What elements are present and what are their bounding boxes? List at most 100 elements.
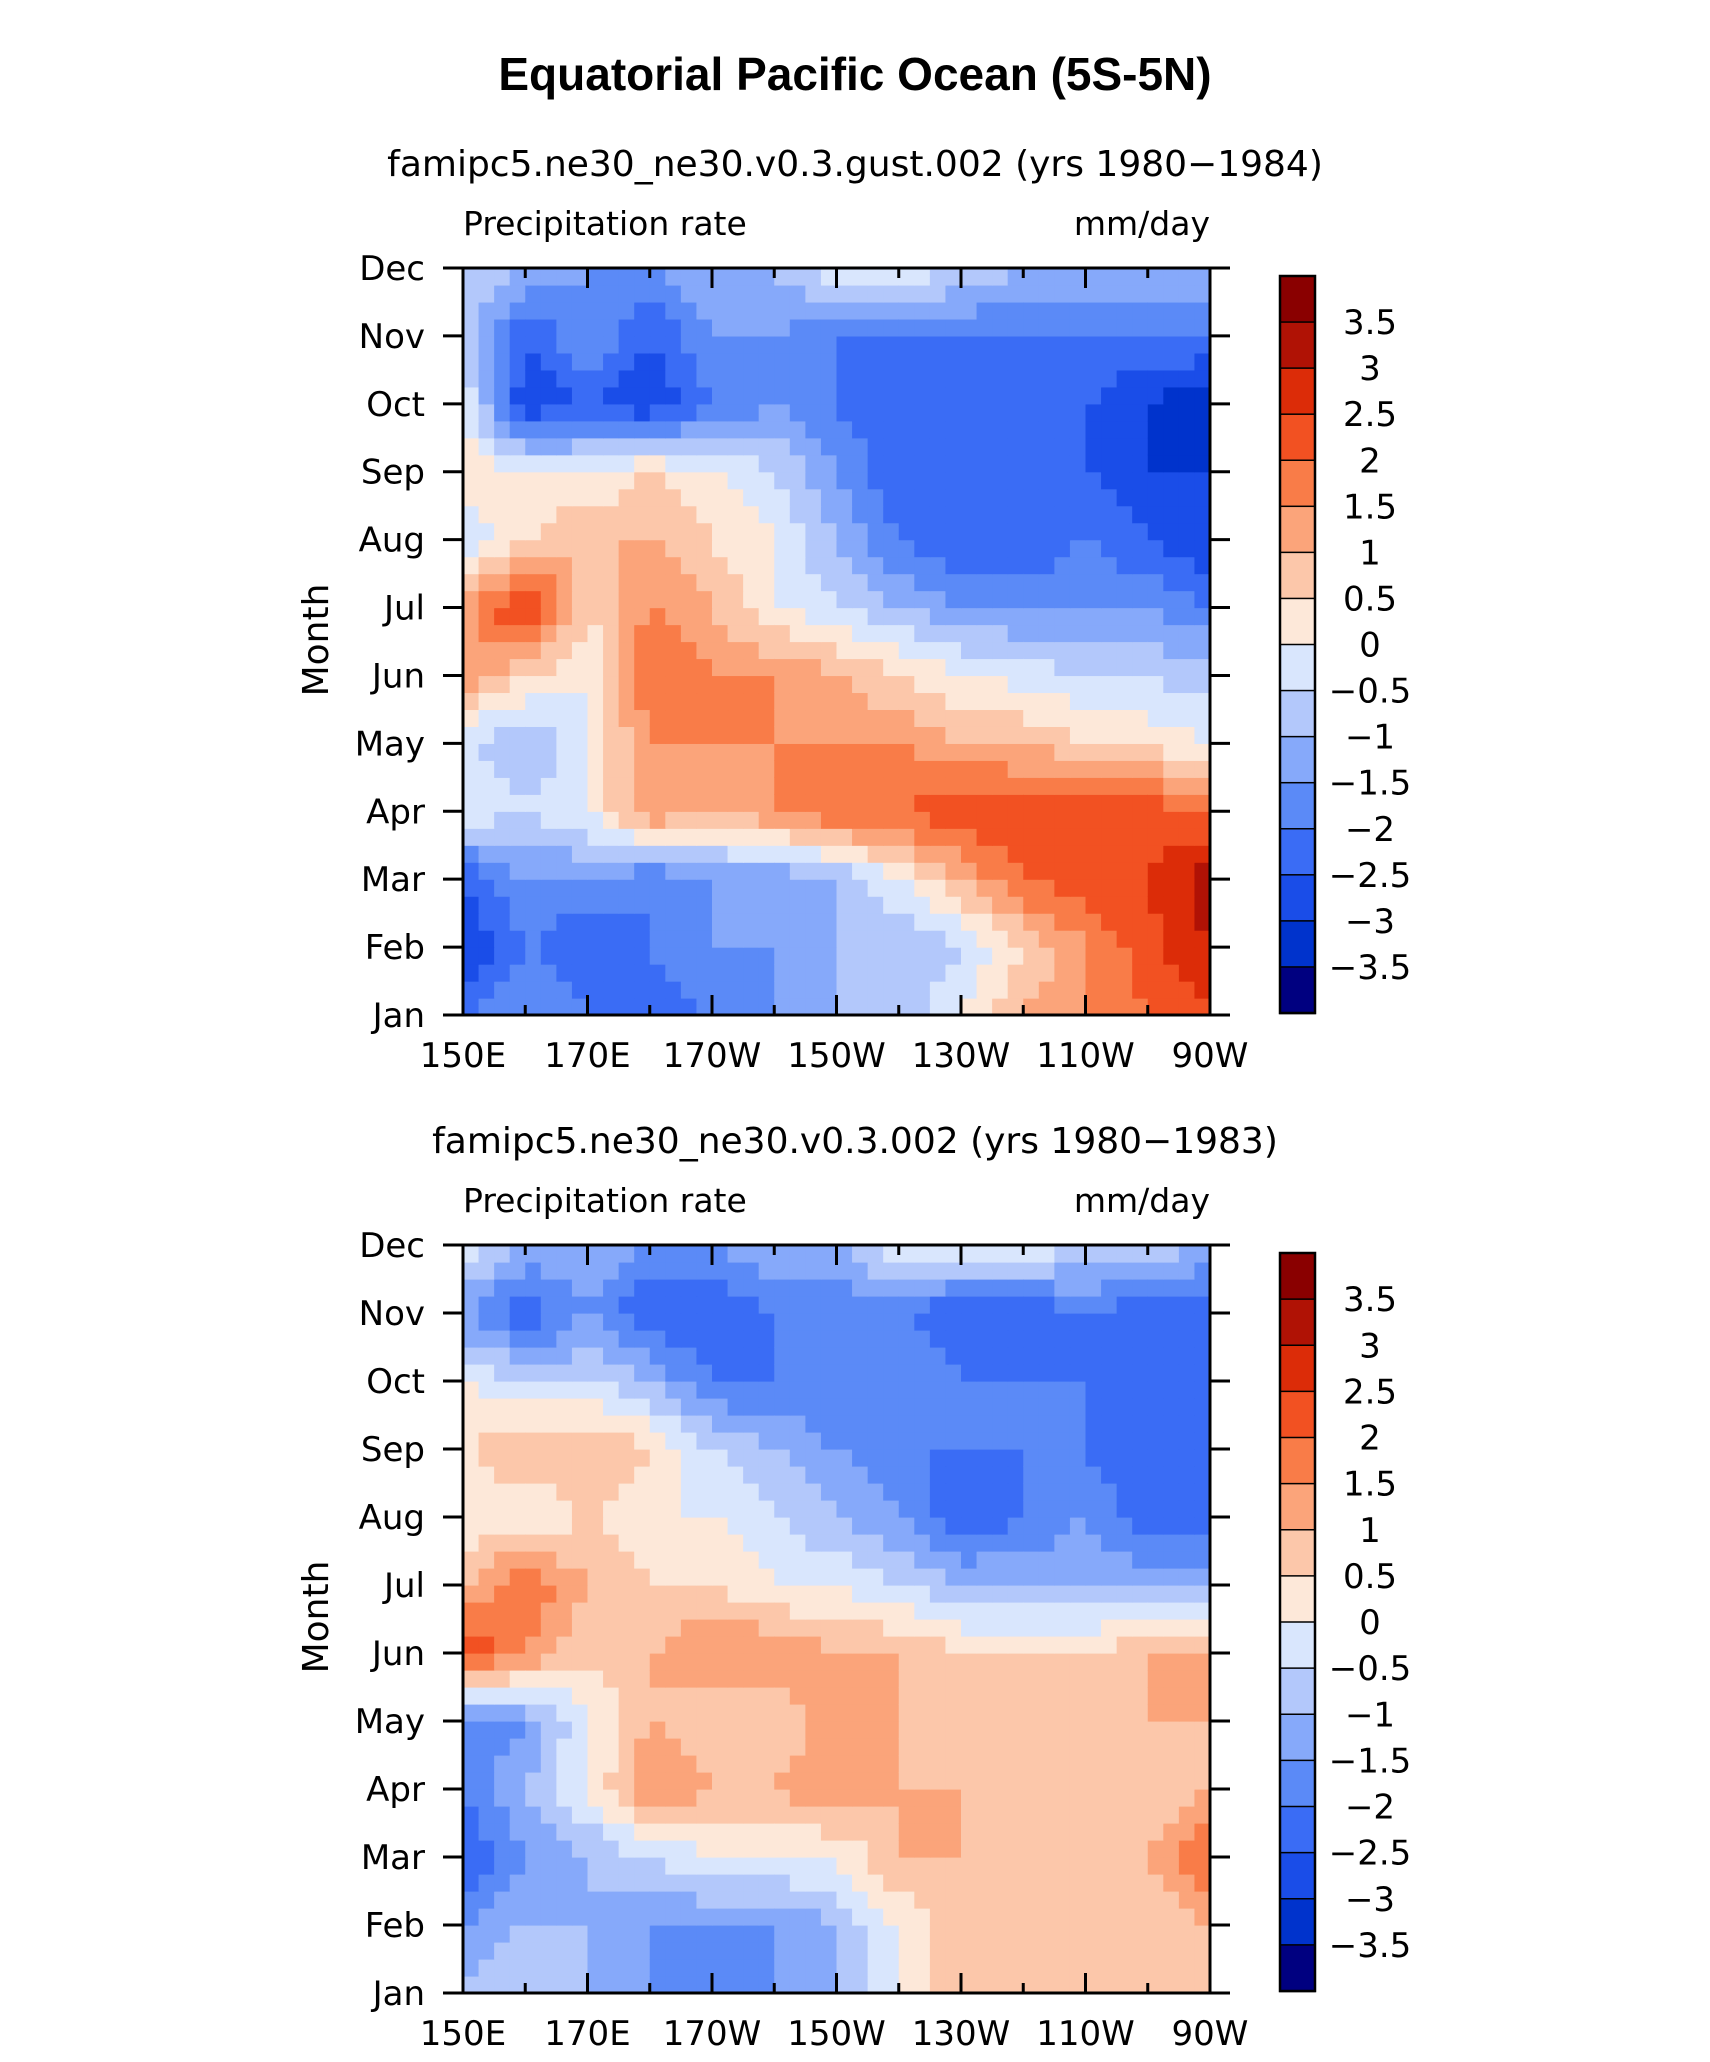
heatmap-cell <box>587 981 604 999</box>
heatmap-cell <box>696 1449 713 1467</box>
heatmap-cell <box>509 1262 526 1280</box>
heatmap-cell <box>976 318 993 337</box>
heatmap-cell <box>540 862 557 880</box>
heatmap-cell <box>680 675 698 694</box>
heatmap-cell <box>1023 1585 1040 1603</box>
heatmap-cell <box>1147 896 1164 914</box>
heatmap-cell <box>758 709 775 727</box>
heatmap-cell <box>1178 1772 1196 1790</box>
heatmap-cell <box>540 1619 557 1637</box>
heatmap-cell <box>1069 1534 1087 1552</box>
heatmap-cell <box>836 1330 853 1348</box>
heatmap-cell <box>805 1381 822 1399</box>
heatmap-cell <box>1116 1840 1133 1858</box>
variable-label: Precipitation rate <box>463 1181 747 1220</box>
heatmap-cell <box>478 930 495 948</box>
heatmap-cell <box>1147 777 1164 795</box>
heatmap-cell <box>494 1721 511 1739</box>
heatmap-cell <box>618 1466 635 1484</box>
heatmap-cell <box>929 1398 947 1416</box>
heatmap-cell <box>618 624 635 643</box>
heatmap-cell <box>852 675 869 694</box>
heatmap-cell <box>1101 573 1118 592</box>
heatmap-cell <box>649 488 666 507</box>
heatmap-cell <box>494 1500 511 1518</box>
heatmap-cell <box>478 998 495 1015</box>
heatmap-cell <box>618 1602 635 1620</box>
heatmap-cell <box>727 1721 744 1739</box>
colorbar-label: 2.5 <box>1343 395 1397 435</box>
heatmap-cell <box>618 454 635 473</box>
heatmap-cell <box>992 420 1009 439</box>
heatmap-cell <box>509 862 526 880</box>
heatmap-cell <box>852 1364 869 1382</box>
heatmap-cell <box>883 1585 900 1603</box>
heatmap-cell <box>992 1959 1009 1977</box>
heatmap-cell <box>1038 1840 1055 1858</box>
heatmap-cell <box>774 335 791 354</box>
heatmap-cell <box>1007 930 1024 948</box>
heatmap-cell <box>820 709 838 727</box>
heatmap-cell <box>1007 1806 1024 1824</box>
heatmap-cell <box>587 692 604 711</box>
heatmap-cell <box>649 590 666 609</box>
heatmap-cell <box>680 981 698 999</box>
heatmap-cell <box>774 1925 791 1943</box>
heatmap-cell <box>1007 1840 1024 1858</box>
heatmap-cell <box>805 1738 822 1756</box>
heatmap-cell <box>556 1381 573 1399</box>
heatmap-cell <box>976 743 993 761</box>
heatmap-cell <box>540 1823 557 1841</box>
heatmap-cell <box>820 947 838 965</box>
heatmap-cell <box>976 556 993 575</box>
x-tick-label: 170E <box>544 1036 630 1076</box>
heatmap-cell <box>712 352 729 371</box>
heatmap-cell <box>820 1415 838 1433</box>
heatmap-cell <box>867 488 884 507</box>
heatmap-cell <box>494 1908 511 1926</box>
heatmap-cell <box>1194 998 1210 1015</box>
heatmap-cell <box>789 420 806 439</box>
heatmap-cell <box>1178 369 1196 388</box>
heatmap-cell <box>649 301 666 320</box>
heatmap-cell <box>665 1296 682 1314</box>
heatmap-cell <box>727 1772 744 1790</box>
heatmap-cell <box>914 556 931 575</box>
heatmap-cell <box>961 811 978 829</box>
heatmap-cell <box>945 1500 962 1518</box>
heatmap-cell <box>571 743 589 761</box>
heatmap-cell <box>867 1959 884 1977</box>
heatmap-cell <box>727 947 744 965</box>
heatmap-cell <box>649 1653 666 1671</box>
heatmap-cell <box>1085 1789 1102 1807</box>
heatmap-cell <box>789 658 806 677</box>
heatmap-cell <box>820 420 838 439</box>
heatmap-cell <box>494 964 511 982</box>
heatmap-cell <box>992 879 1009 897</box>
heatmap-cell <box>727 760 744 778</box>
heatmap-cell <box>961 1262 978 1280</box>
heatmap-cell <box>1101 1925 1118 1943</box>
heatmap-cell <box>992 1789 1009 1807</box>
heatmap-cell <box>1178 692 1196 711</box>
heatmap-cell <box>852 1806 869 1824</box>
heatmap-cell <box>618 1245 635 1263</box>
heatmap-cell <box>634 1653 651 1671</box>
heatmap-cell <box>758 1415 775 1433</box>
heatmap-cell <box>1101 268 1118 286</box>
heatmap-cell <box>1132 1908 1149 1926</box>
heatmap-cell <box>696 454 713 473</box>
heatmap-cell <box>914 1738 931 1756</box>
heatmap-cell <box>883 1568 900 1586</box>
heatmap-cell <box>696 1891 713 1909</box>
heatmap-cell <box>992 641 1009 660</box>
colorbar-swatch <box>1279 781 1316 830</box>
heatmap-cell <box>1163 1925 1180 1943</box>
heatmap-cell <box>867 1398 884 1416</box>
heatmap-cell <box>1101 1908 1118 1926</box>
heatmap-cell <box>525 1857 542 1875</box>
heatmap-cell <box>992 1738 1009 1756</box>
heatmap-cell <box>1069 437 1087 456</box>
heatmap-cell <box>1038 1874 1055 1892</box>
heatmap-cell <box>1194 1636 1210 1654</box>
